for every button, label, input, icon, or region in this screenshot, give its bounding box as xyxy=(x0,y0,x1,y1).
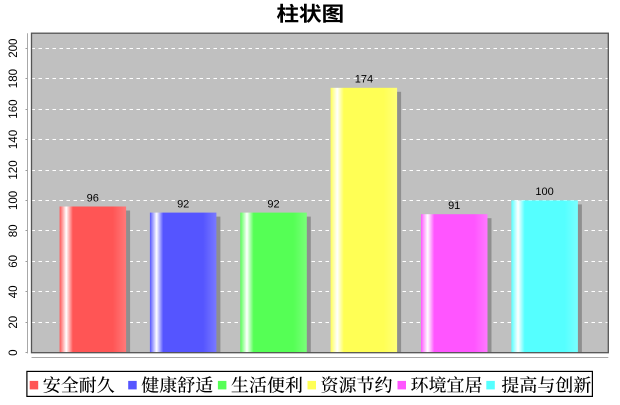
svg-text:180: 180 xyxy=(8,69,20,88)
svg-text:120: 120 xyxy=(8,160,20,179)
svg-text:60: 60 xyxy=(8,255,20,268)
svg-text:92: 92 xyxy=(267,198,279,210)
svg-text:20: 20 xyxy=(8,316,20,329)
svg-text:100: 100 xyxy=(8,191,20,210)
svg-text:80: 80 xyxy=(8,225,20,238)
svg-text:200: 200 xyxy=(8,39,20,58)
svg-text:160: 160 xyxy=(8,100,20,119)
svg-text:140: 140 xyxy=(8,130,20,149)
svg-text:92: 92 xyxy=(177,198,189,210)
svg-text:96: 96 xyxy=(87,192,99,204)
svg-text:40: 40 xyxy=(8,285,20,298)
svg-text:0: 0 xyxy=(8,349,20,355)
svg-text:174: 174 xyxy=(355,74,373,86)
svg-text:91: 91 xyxy=(448,200,460,212)
svg-text:100: 100 xyxy=(535,186,553,198)
